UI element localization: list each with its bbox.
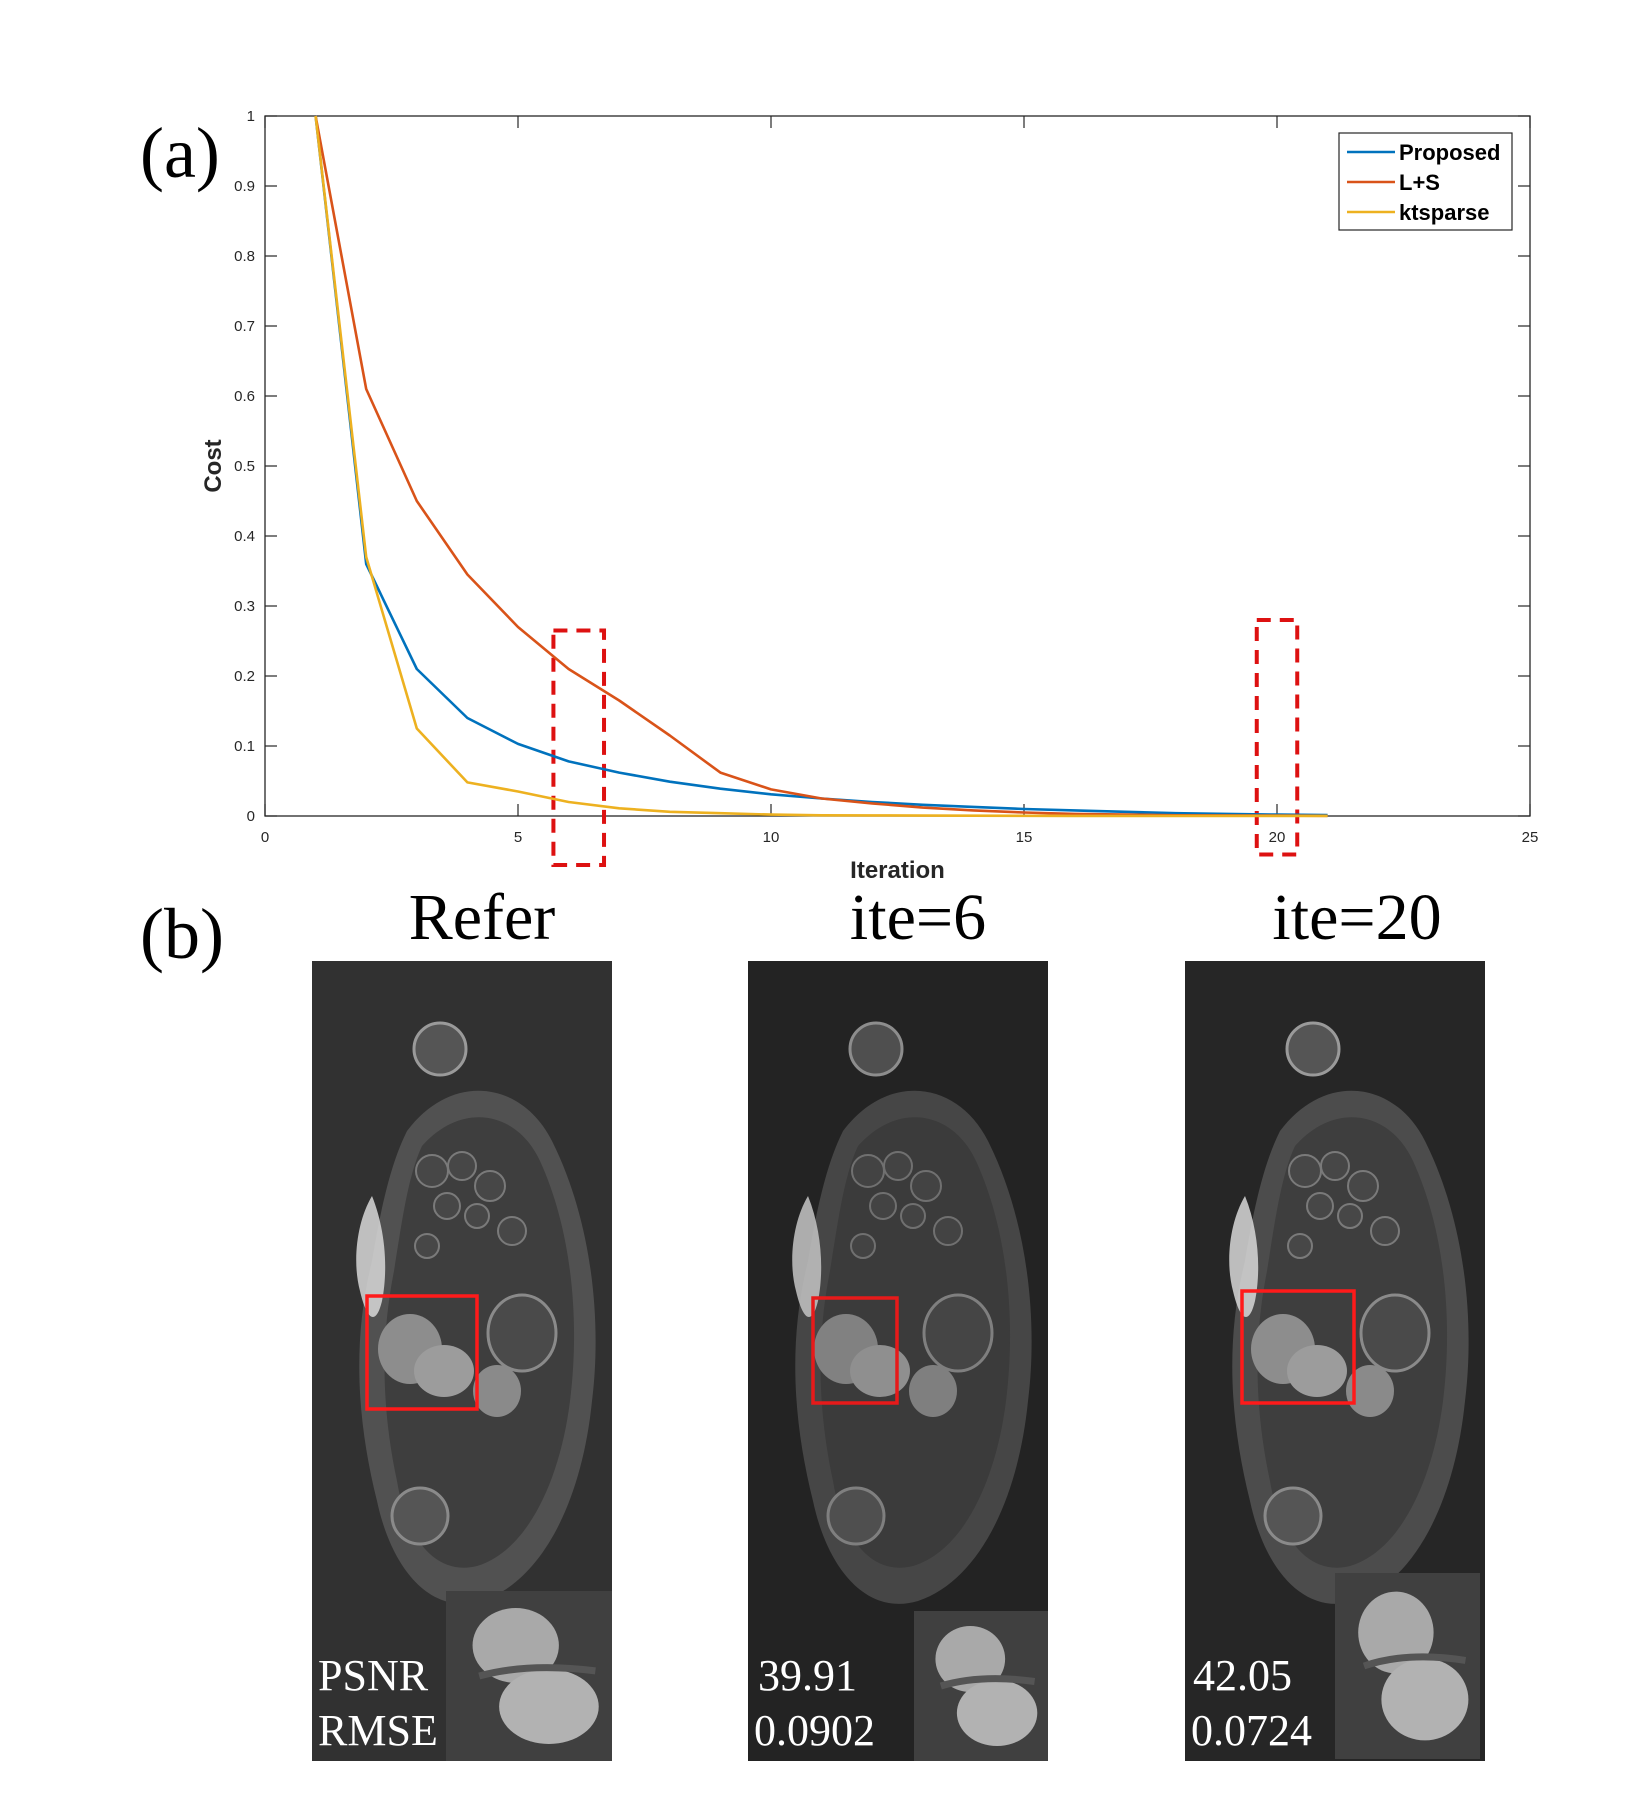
y-tick-label: 0.3 — [234, 598, 255, 615]
mri-image-ite6: 39.91 0.0902 — [748, 961, 1048, 1761]
bowel-loop — [900, 1203, 926, 1229]
x-tick-label: 20 — [1269, 829, 1286, 846]
heart-chamber-right — [1287, 1345, 1347, 1397]
y-tick-label: 0.6 — [234, 388, 255, 405]
inset-chamber-lower — [1381, 1658, 1469, 1741]
inset-septum — [478, 1664, 596, 1680]
legend-entry: ktsparse — [1399, 200, 1490, 225]
image-title-ite20: ite=20 — [1272, 881, 1442, 954]
bowel-loop — [1320, 1151, 1350, 1181]
inset-septum — [1362, 1653, 1467, 1670]
lower-organ — [826, 1486, 886, 1546]
plot-area-frame — [264, 115, 1531, 817]
bowel-loop — [910, 1170, 942, 1202]
legend-entry: Proposed — [1399, 140, 1500, 165]
y-tick-label: 0.9 — [234, 178, 255, 195]
roi-box — [811, 1296, 899, 1405]
fat-layer — [1229, 1196, 1259, 1318]
vessel — [909, 1365, 957, 1417]
zoom-inset — [446, 1591, 612, 1761]
fat-layer — [356, 1196, 386, 1318]
y-tick-label: 0.4 — [234, 528, 255, 545]
x-axis-label: Iteration — [850, 857, 945, 884]
bowel-loop — [447, 1151, 477, 1181]
inset-chamber-lower — [956, 1680, 1038, 1746]
heart-chamber-right — [850, 1345, 910, 1397]
metric-psnr: PSNR — [318, 1651, 429, 1700]
inset-chamber-upper — [1358, 1591, 1434, 1674]
metric-rmse-value: 0.0724 — [1191, 1706, 1312, 1755]
metric-rmse: RMSE — [318, 1706, 438, 1755]
legend-entry: L+S — [1399, 170, 1440, 195]
bowel-loop — [415, 1154, 449, 1188]
upper-organ — [1285, 1021, 1341, 1077]
y-tick-label: 0 — [247, 808, 255, 825]
lower-organ — [390, 1486, 450, 1546]
y-tick-label: 0.5 — [234, 458, 255, 475]
y-tick-label: 1 — [247, 108, 255, 125]
legend: Proposed L+S ktsparse — [1338, 132, 1513, 231]
upper-organ — [412, 1021, 468, 1077]
stomach — [486, 1293, 558, 1373]
vessel — [473, 1365, 521, 1417]
metric-rmse-value: 0.0902 — [754, 1706, 875, 1755]
bowel-loop — [851, 1154, 885, 1188]
y-axis-label: Cost — [200, 439, 227, 492]
y-tick-label: 0.1 — [234, 738, 255, 755]
mri-image-ite20: 42.05 0.0724 — [1185, 961, 1485, 1761]
inset-chamber-lower — [499, 1669, 599, 1744]
bowel-loop — [1347, 1170, 1379, 1202]
metric-psnr-value: 39.91 — [758, 1651, 857, 1700]
axes: 0 5 10 15 20 25 0 0.1 0.2 0.3 0.4 0.5 0.6 0.7 0.8 0.9 1 I… — [200, 108, 1538, 884]
fat-layer — [792, 1196, 822, 1318]
x-tick-label: 25 — [1522, 829, 1539, 846]
y-tick-label: 0.7 — [234, 318, 255, 335]
bowel-loop — [433, 1192, 461, 1220]
metric-psnr-value: 42.05 — [1193, 1651, 1292, 1700]
stomach — [922, 1293, 994, 1373]
y-tick-label: 0.8 — [234, 248, 255, 265]
bowel-loop — [497, 1216, 527, 1246]
x-tick-label: 0 — [261, 829, 269, 846]
roi-box — [1240, 1289, 1356, 1405]
panel-label-b: (b) — [140, 894, 224, 974]
x-tick-label: 15 — [1016, 829, 1033, 846]
bowel-loop — [869, 1192, 897, 1220]
bowel-loop — [474, 1170, 506, 1202]
inset-septum — [939, 1675, 1036, 1690]
x-tick-label: 10 — [763, 829, 780, 846]
mri-image-refer: PSNR RMSE — [312, 961, 612, 1761]
panel-label-a: (a) — [140, 113, 220, 193]
vessel — [1346, 1365, 1394, 1417]
bowel-loop — [1306, 1192, 1334, 1220]
image-title-refer: Refer — [408, 881, 556, 954]
roi-box — [365, 1294, 479, 1411]
bowel-loop — [1288, 1154, 1322, 1188]
x-tick-label: 5 — [514, 829, 522, 846]
y-tick-label: 0.2 — [234, 668, 255, 685]
image-title-ite6: ite=6 — [849, 881, 987, 954]
bowel-loop — [933, 1216, 963, 1246]
zoom-inset — [1335, 1573, 1480, 1759]
upper-organ — [848, 1021, 904, 1077]
bowel-loop — [1370, 1216, 1400, 1246]
bowel-loop — [883, 1151, 913, 1181]
cost-vs-iteration-chart: 0 5 10 15 20 25 0 0.1 0.2 0.3 0.4 0.5 0.6 0.7 0.8 0.9 1 I… — [200, 108, 1538, 884]
bowel-loop — [1337, 1203, 1363, 1229]
bowel-loop — [464, 1203, 490, 1229]
lower-organ — [1263, 1486, 1323, 1546]
bowel-loop — [414, 1233, 440, 1259]
bowel-loop — [1287, 1233, 1313, 1259]
highlight-boxes — [551, 618, 1300, 867]
inset-chamber-upper — [472, 1608, 559, 1683]
zoom-inset — [914, 1611, 1048, 1761]
series-lines — [314, 115, 1328, 818]
stomach — [1359, 1293, 1431, 1373]
heart-chamber-right — [414, 1345, 474, 1397]
series-line-ktsparse — [314, 115, 1328, 818]
highlight-box — [551, 628, 607, 867]
bowel-loop — [850, 1233, 876, 1259]
